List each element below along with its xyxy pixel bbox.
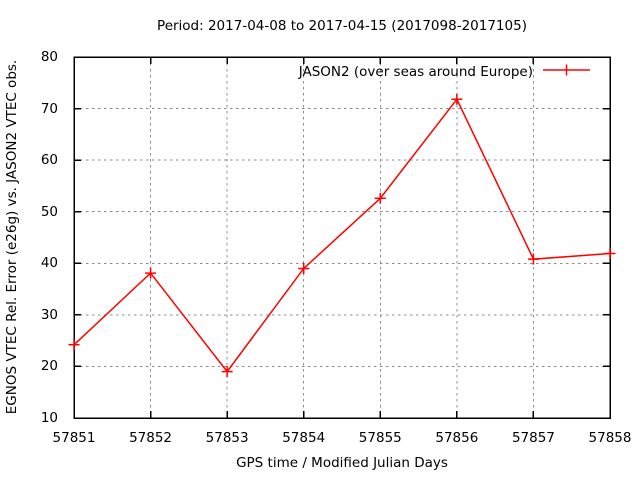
y-tick-label: 20 <box>40 358 58 375</box>
x-tick-label: 57851 <box>52 430 96 446</box>
x-axis-label: GPS time / Modified Julian Days <box>236 455 448 471</box>
x-tick-label: 57857 <box>511 430 555 446</box>
data-point-marker <box>145 267 157 279</box>
y-tick-label: 50 <box>40 203 58 220</box>
legend-series-label: JASON2 (over seas around Europe) <box>298 64 533 80</box>
y-tick-label: 80 <box>40 49 58 65</box>
y-tick-label: 60 <box>40 152 58 169</box>
chart-title: Period: 2017-04-08 to 2017-04-15 (201709… <box>157 18 527 34</box>
data-point-marker <box>527 253 539 265</box>
data-point-marker <box>221 366 233 378</box>
x-tick-label: 57854 <box>282 430 326 446</box>
legend: JASON2 (over seas around Europe) <box>299 64 533 80</box>
y-tick-label: 10 <box>40 410 58 426</box>
x-tick-label: 57858 <box>588 430 632 446</box>
legend-sample-line <box>543 64 590 76</box>
x-tick-label: 57852 <box>129 430 173 446</box>
data-point-marker <box>451 93 463 105</box>
data-point-marker <box>374 192 386 204</box>
data-point-marker <box>68 339 80 351</box>
x-tick-label: 57855 <box>358 430 402 446</box>
x-tick-label: 57856 <box>435 430 479 446</box>
y-tick-label: 70 <box>40 100 58 117</box>
plot-border <box>73 56 611 419</box>
y-tick-label: 30 <box>40 306 58 323</box>
series-line <box>73 97 611 373</box>
x-tick-label: 57853 <box>205 430 249 446</box>
data-point-marker <box>298 262 310 274</box>
data-point-marker <box>604 247 616 259</box>
y-tick-label: 40 <box>40 255 58 272</box>
